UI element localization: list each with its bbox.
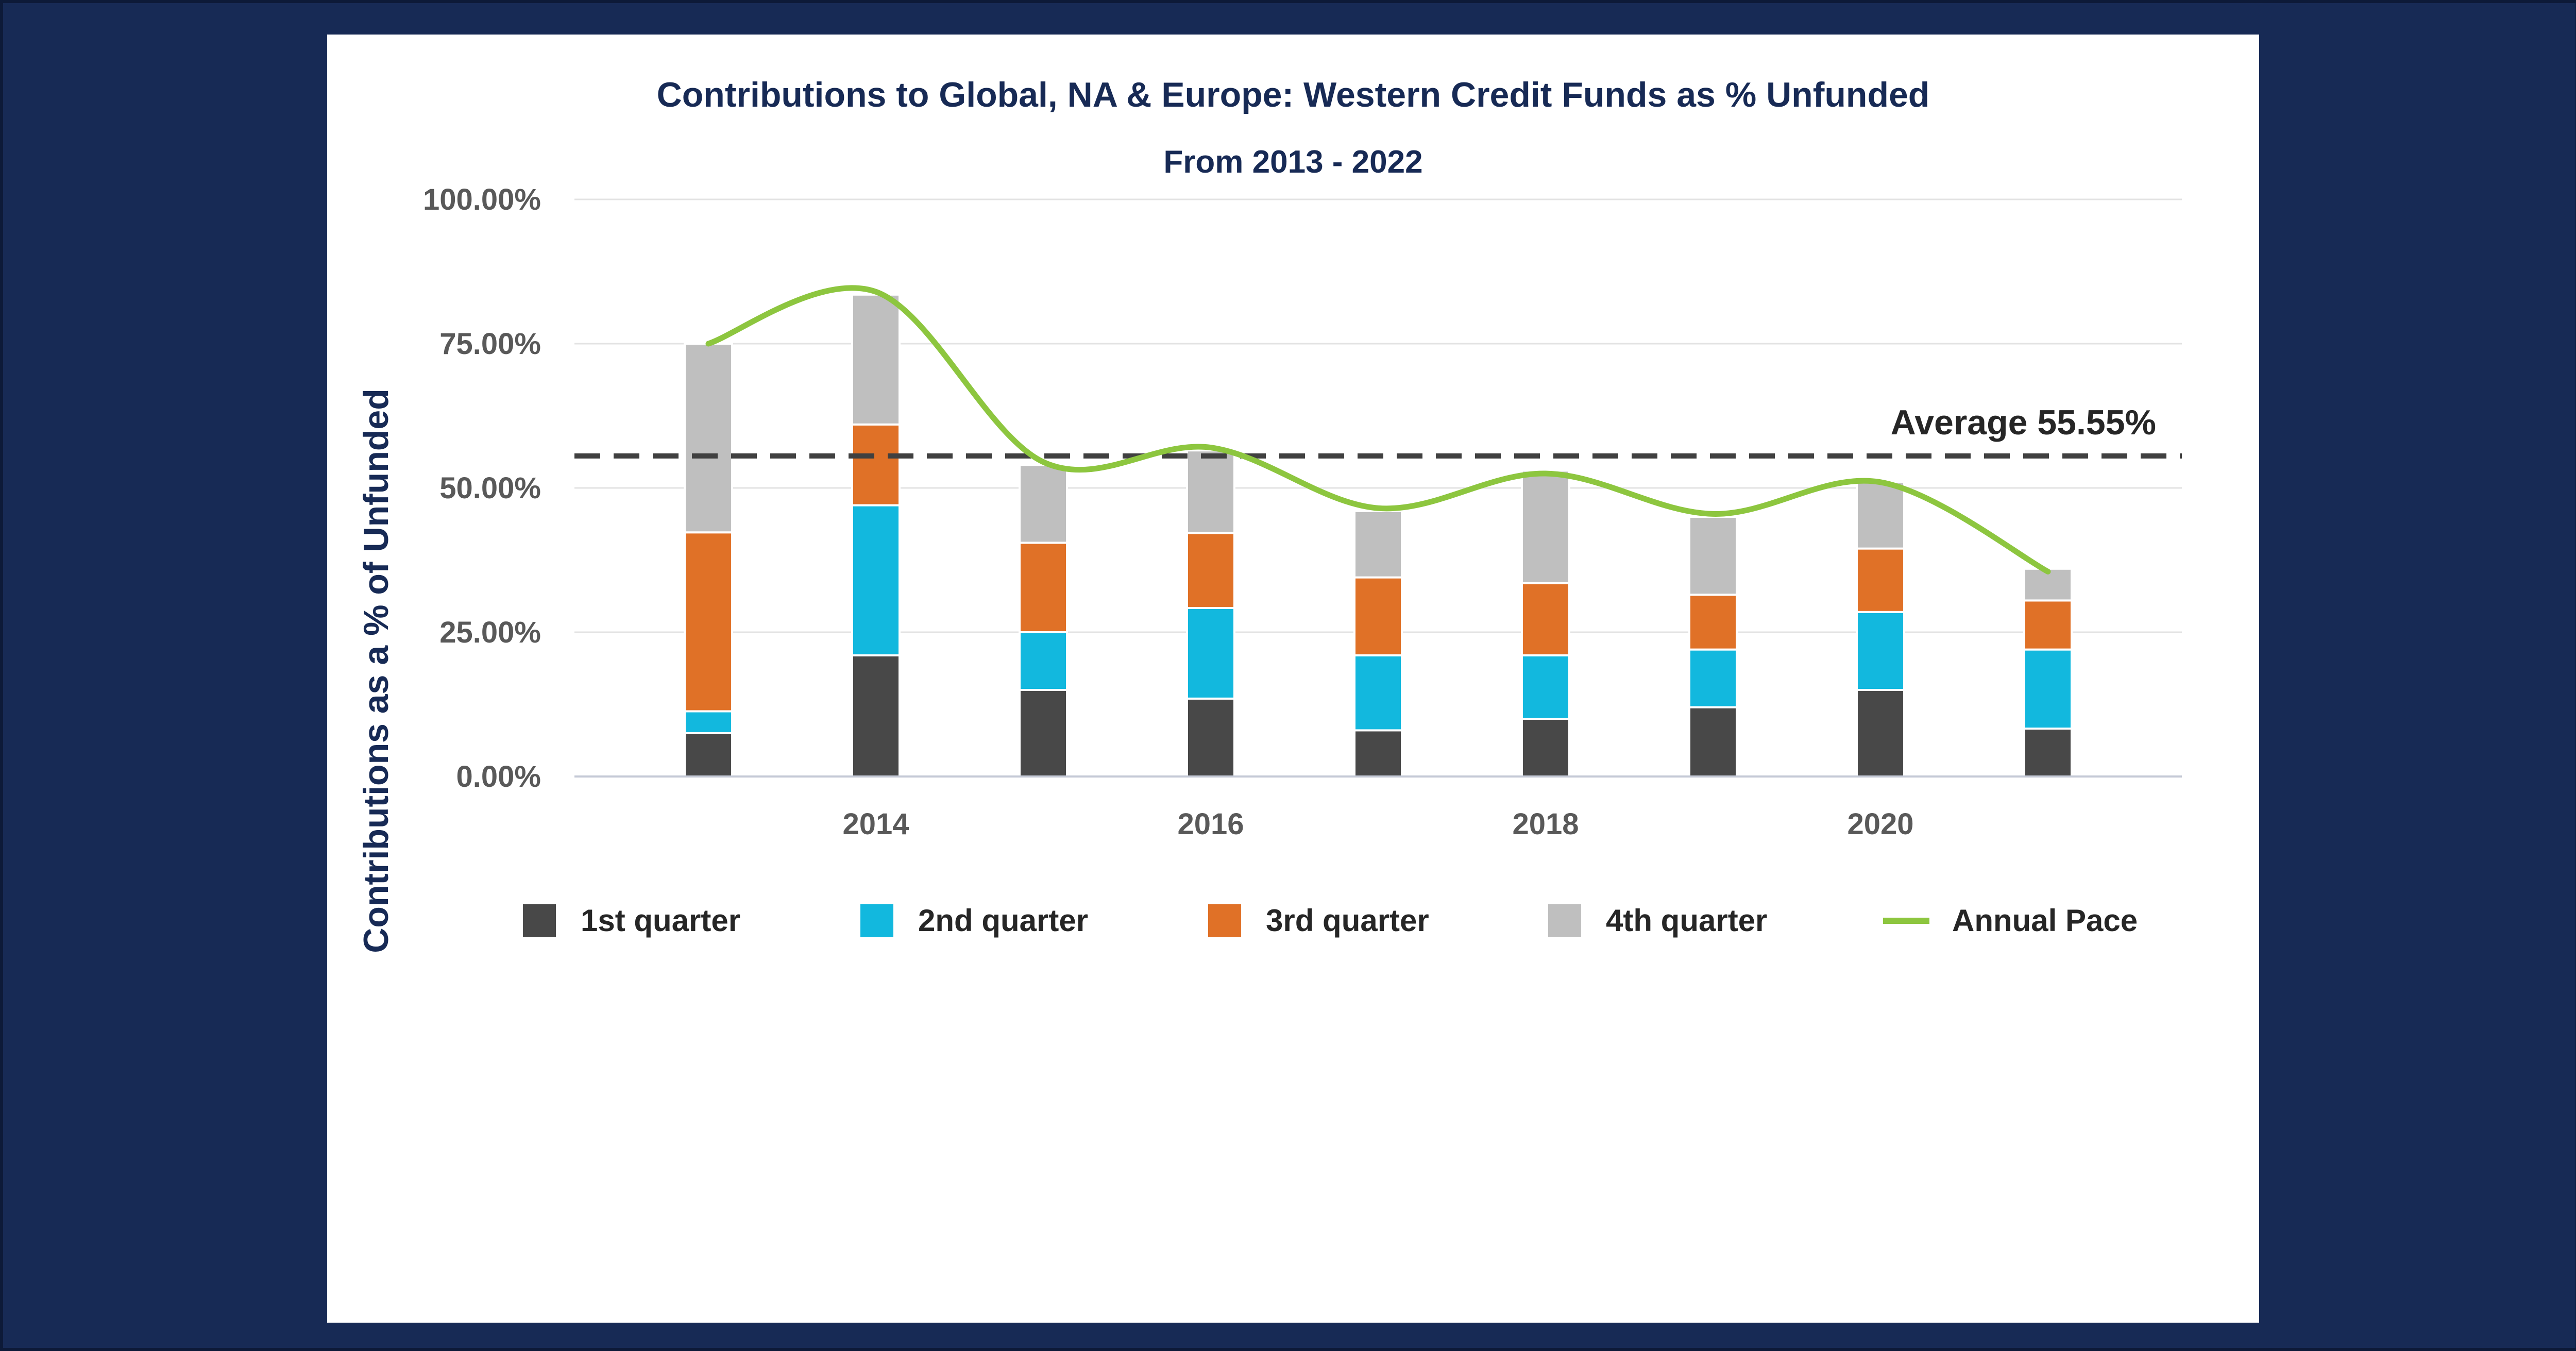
annual-pace-line [705,285,2051,575]
bar-segment [1353,654,1403,732]
bar-segment [851,423,901,506]
legend-label: 1st quarter [581,903,740,938]
y-tick-label: 0.00% [456,760,541,793]
y-tick-label: 25.00% [439,616,541,649]
bar-segment [1186,606,1235,700]
bar-segment [1186,532,1235,609]
bar-segment [1186,697,1235,778]
x-tick-labels: 2014 2016 2018 2020 [842,807,1913,841]
chart-title: Contributions to Global, NA & Europe: We… [657,75,1930,114]
legend-label: 4th quarter [1606,903,1767,938]
x-tick-label: 2016 [1177,807,1244,841]
y-axis-label: Contributions as a % of Unfunded [357,389,396,953]
bar-segment [1688,516,1738,596]
x-tick-label: 2014 [842,807,909,841]
bar-segment [1019,631,1068,691]
bar-segment [851,654,901,778]
bar-segment [2023,728,2073,778]
average-label: Average 55.55% [1891,403,2156,442]
bar-segment [1688,648,1738,708]
bar-segment [1186,449,1235,534]
bar-segment [2023,599,2073,651]
bar-segment [1856,689,1905,778]
legend-swatch [1208,904,1241,937]
y-tick-label: 100.00% [423,183,541,216]
bar-segment [1019,689,1068,778]
bar-segment [2023,648,2073,730]
x-tick-label: 2018 [1512,807,1579,841]
legend-label: 2nd quarter [918,903,1088,938]
bar-segment [1856,481,1905,550]
x-tick-label: 2020 [1847,807,1913,841]
bar-segment [684,732,733,778]
bars [684,293,2073,778]
legend-label: Annual Pace [1952,903,2138,938]
bar-segment [851,293,901,426]
legend-swatch [1548,904,1581,937]
chart-card: Contributions to Global, NA & Europe: We… [327,35,2259,1323]
legend-swatch [860,904,893,937]
bar-segment [1353,510,1403,579]
bar-segment [1688,706,1738,778]
bar-segment [1856,611,1905,691]
y-tick-labels: 0.00% 25.00% 50.00% 75.00% 100.00% [423,183,541,793]
legend: 1st quarter 2nd quarter 3rd quarter 4th qua… [523,903,2138,938]
bar-segment [1019,542,1068,634]
y-tick-label: 75.00% [439,327,541,361]
bar-segment [684,710,733,734]
bar-segment [1353,729,1403,778]
bar-segment [1521,469,1570,584]
bar-segment [851,504,901,656]
legend-swatch [523,904,556,937]
bar-segment [1688,594,1738,651]
bar-segment [1019,464,1068,544]
bar-segment [684,343,733,534]
bar-segment [1353,576,1403,656]
chart: Contributions to Global, NA & Europe: We… [357,75,2182,953]
y-tick-label: 50.00% [439,471,541,505]
average-group: Average 55.55% [574,403,2182,459]
legend-label: 3rd quarter [1266,903,1429,938]
bar-segment [1521,718,1570,778]
bar-segment [1521,654,1570,720]
bar-segment [1856,547,1905,613]
bar-segment [1521,582,1570,656]
bar-segment [684,531,733,713]
chart-subtitle: From 2013 - 2022 [1163,144,1422,180]
